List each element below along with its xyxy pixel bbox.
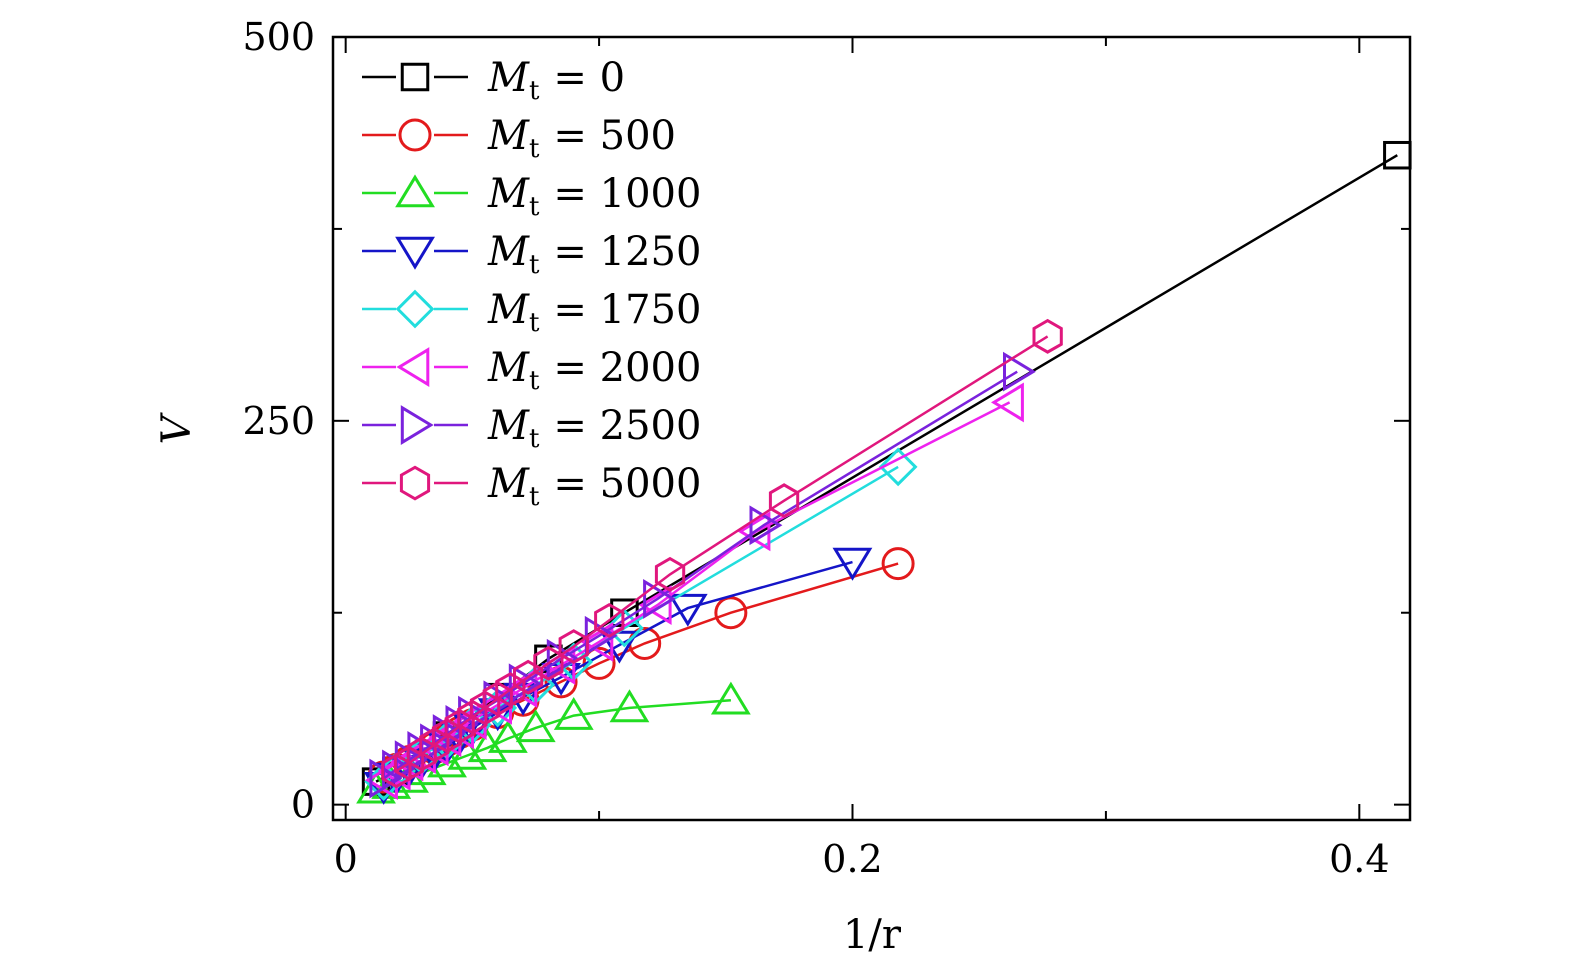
legend-label: Mt = 500 bbox=[487, 113, 676, 164]
legend-entry: Mt = 5000 bbox=[362, 461, 701, 512]
data-point bbox=[487, 720, 528, 753]
data-point bbox=[553, 697, 594, 730]
legend-marker bbox=[395, 236, 435, 270]
data-point bbox=[609, 689, 650, 723]
data-point bbox=[714, 596, 748, 630]
data-point bbox=[1032, 318, 1063, 354]
legend-label-subscript: t bbox=[529, 250, 540, 280]
legend-label-symbol: M bbox=[487, 229, 530, 275]
legend-label-symbol: M bbox=[487, 287, 530, 333]
legend-label-value: = 1750 bbox=[553, 287, 701, 333]
data-point bbox=[832, 547, 873, 581]
data-point bbox=[558, 629, 589, 665]
legend-label-value: = 2500 bbox=[553, 403, 701, 449]
legend-entry: Mt = 500 bbox=[362, 113, 676, 164]
legend-entry: Mt = 1750 bbox=[362, 287, 701, 338]
legend-label-value: = 500 bbox=[553, 113, 676, 159]
legend-marker bbox=[400, 62, 430, 92]
legend-gap bbox=[396, 116, 434, 154]
legend-entry: Mt = 1000 bbox=[362, 171, 701, 222]
legend-entry: Mt = 2500 bbox=[362, 403, 701, 454]
series-7 bbox=[381, 318, 1063, 789]
legend-label-value: = 2000 bbox=[553, 345, 701, 391]
axes: 0 0.2 0.4 0 250 500 bbox=[242, 15, 1412, 881]
legend-label-subscript: t bbox=[529, 482, 540, 512]
plot-area bbox=[356, 140, 1412, 805]
y-tick-label: 250 bbox=[242, 399, 315, 443]
legend-gap bbox=[396, 290, 434, 328]
legend-label: Mt = 2500 bbox=[487, 403, 701, 454]
data-point bbox=[878, 447, 918, 487]
data-point bbox=[710, 681, 751, 715]
legend-label: Mt = 2000 bbox=[487, 345, 701, 396]
legend-entry: Mt = 2000 bbox=[362, 345, 701, 396]
legend-label-value: = 1250 bbox=[553, 229, 701, 275]
legend-label-subscript: t bbox=[529, 308, 540, 338]
legend-marker bbox=[395, 289, 435, 329]
data-point bbox=[643, 579, 676, 619]
data-point bbox=[1003, 351, 1036, 392]
legend-label-subscript: t bbox=[529, 134, 540, 164]
legend-label-symbol: M bbox=[487, 55, 530, 101]
data-point bbox=[667, 593, 708, 627]
legend-label: Mt = 5000 bbox=[487, 461, 701, 512]
data-point bbox=[638, 585, 672, 625]
legend-label-subscript: t bbox=[529, 366, 540, 396]
y-axis-label: V bbox=[154, 411, 200, 444]
data-point bbox=[768, 483, 800, 519]
data-point bbox=[749, 505, 783, 546]
legend-label-symbol: M bbox=[487, 461, 530, 507]
data-point bbox=[881, 547, 915, 581]
legend-label: Mt = 1250 bbox=[487, 229, 701, 280]
legend-label: Mt = 0 bbox=[487, 55, 625, 106]
data-point bbox=[580, 622, 614, 662]
legend-label-symbol: M bbox=[487, 403, 530, 449]
data-point bbox=[1383, 140, 1412, 170]
legend: Mt = 0 Mt = 500 Mt = 1000 Mt = 1250 Mt = 1750 Mt = … bbox=[362, 55, 701, 512]
legend-marker bbox=[398, 118, 432, 152]
legend-label-subscript: t bbox=[529, 76, 540, 106]
data-point bbox=[513, 659, 544, 695]
y-tick-label: 500 bbox=[242, 15, 315, 59]
legend-label-symbol: M bbox=[487, 171, 530, 217]
legend-entry: Mt = 1250 bbox=[362, 229, 701, 280]
legend-marker bbox=[399, 465, 431, 501]
legend-label: Mt = 1750 bbox=[487, 287, 701, 338]
legend-label-subscript: t bbox=[529, 192, 540, 222]
legend-label: Mt = 1000 bbox=[487, 171, 701, 222]
data-point bbox=[467, 729, 508, 763]
legend-label-symbol: M bbox=[487, 113, 530, 159]
x-axis-label: 1/r bbox=[843, 912, 902, 958]
legend-marker bbox=[400, 405, 434, 445]
x-tick-label: 0.4 bbox=[1329, 837, 1389, 881]
legend-label-subscript: t bbox=[529, 424, 540, 454]
legend-marker bbox=[396, 347, 430, 387]
data-point bbox=[495, 672, 526, 708]
legend-label-symbol: M bbox=[487, 345, 530, 391]
data-point bbox=[482, 681, 513, 717]
data-point bbox=[654, 556, 686, 592]
legend-label-value: = 5000 bbox=[553, 461, 701, 507]
data-point bbox=[515, 709, 556, 743]
data-point bbox=[594, 602, 625, 638]
legend-entry: Mt = 0 bbox=[362, 55, 625, 106]
x-tick-label: 0.2 bbox=[822, 837, 882, 881]
series-6 bbox=[369, 351, 1036, 799]
legend-label-value: = 0 bbox=[553, 55, 625, 101]
legend-label-value: = 1000 bbox=[553, 171, 701, 217]
y-tick-label: 0 bbox=[291, 783, 315, 827]
data-point bbox=[991, 382, 1024, 423]
x-tick-label: 0 bbox=[334, 837, 358, 881]
plot-frame bbox=[331, 35, 1412, 822]
legend-marker bbox=[395, 174, 435, 208]
